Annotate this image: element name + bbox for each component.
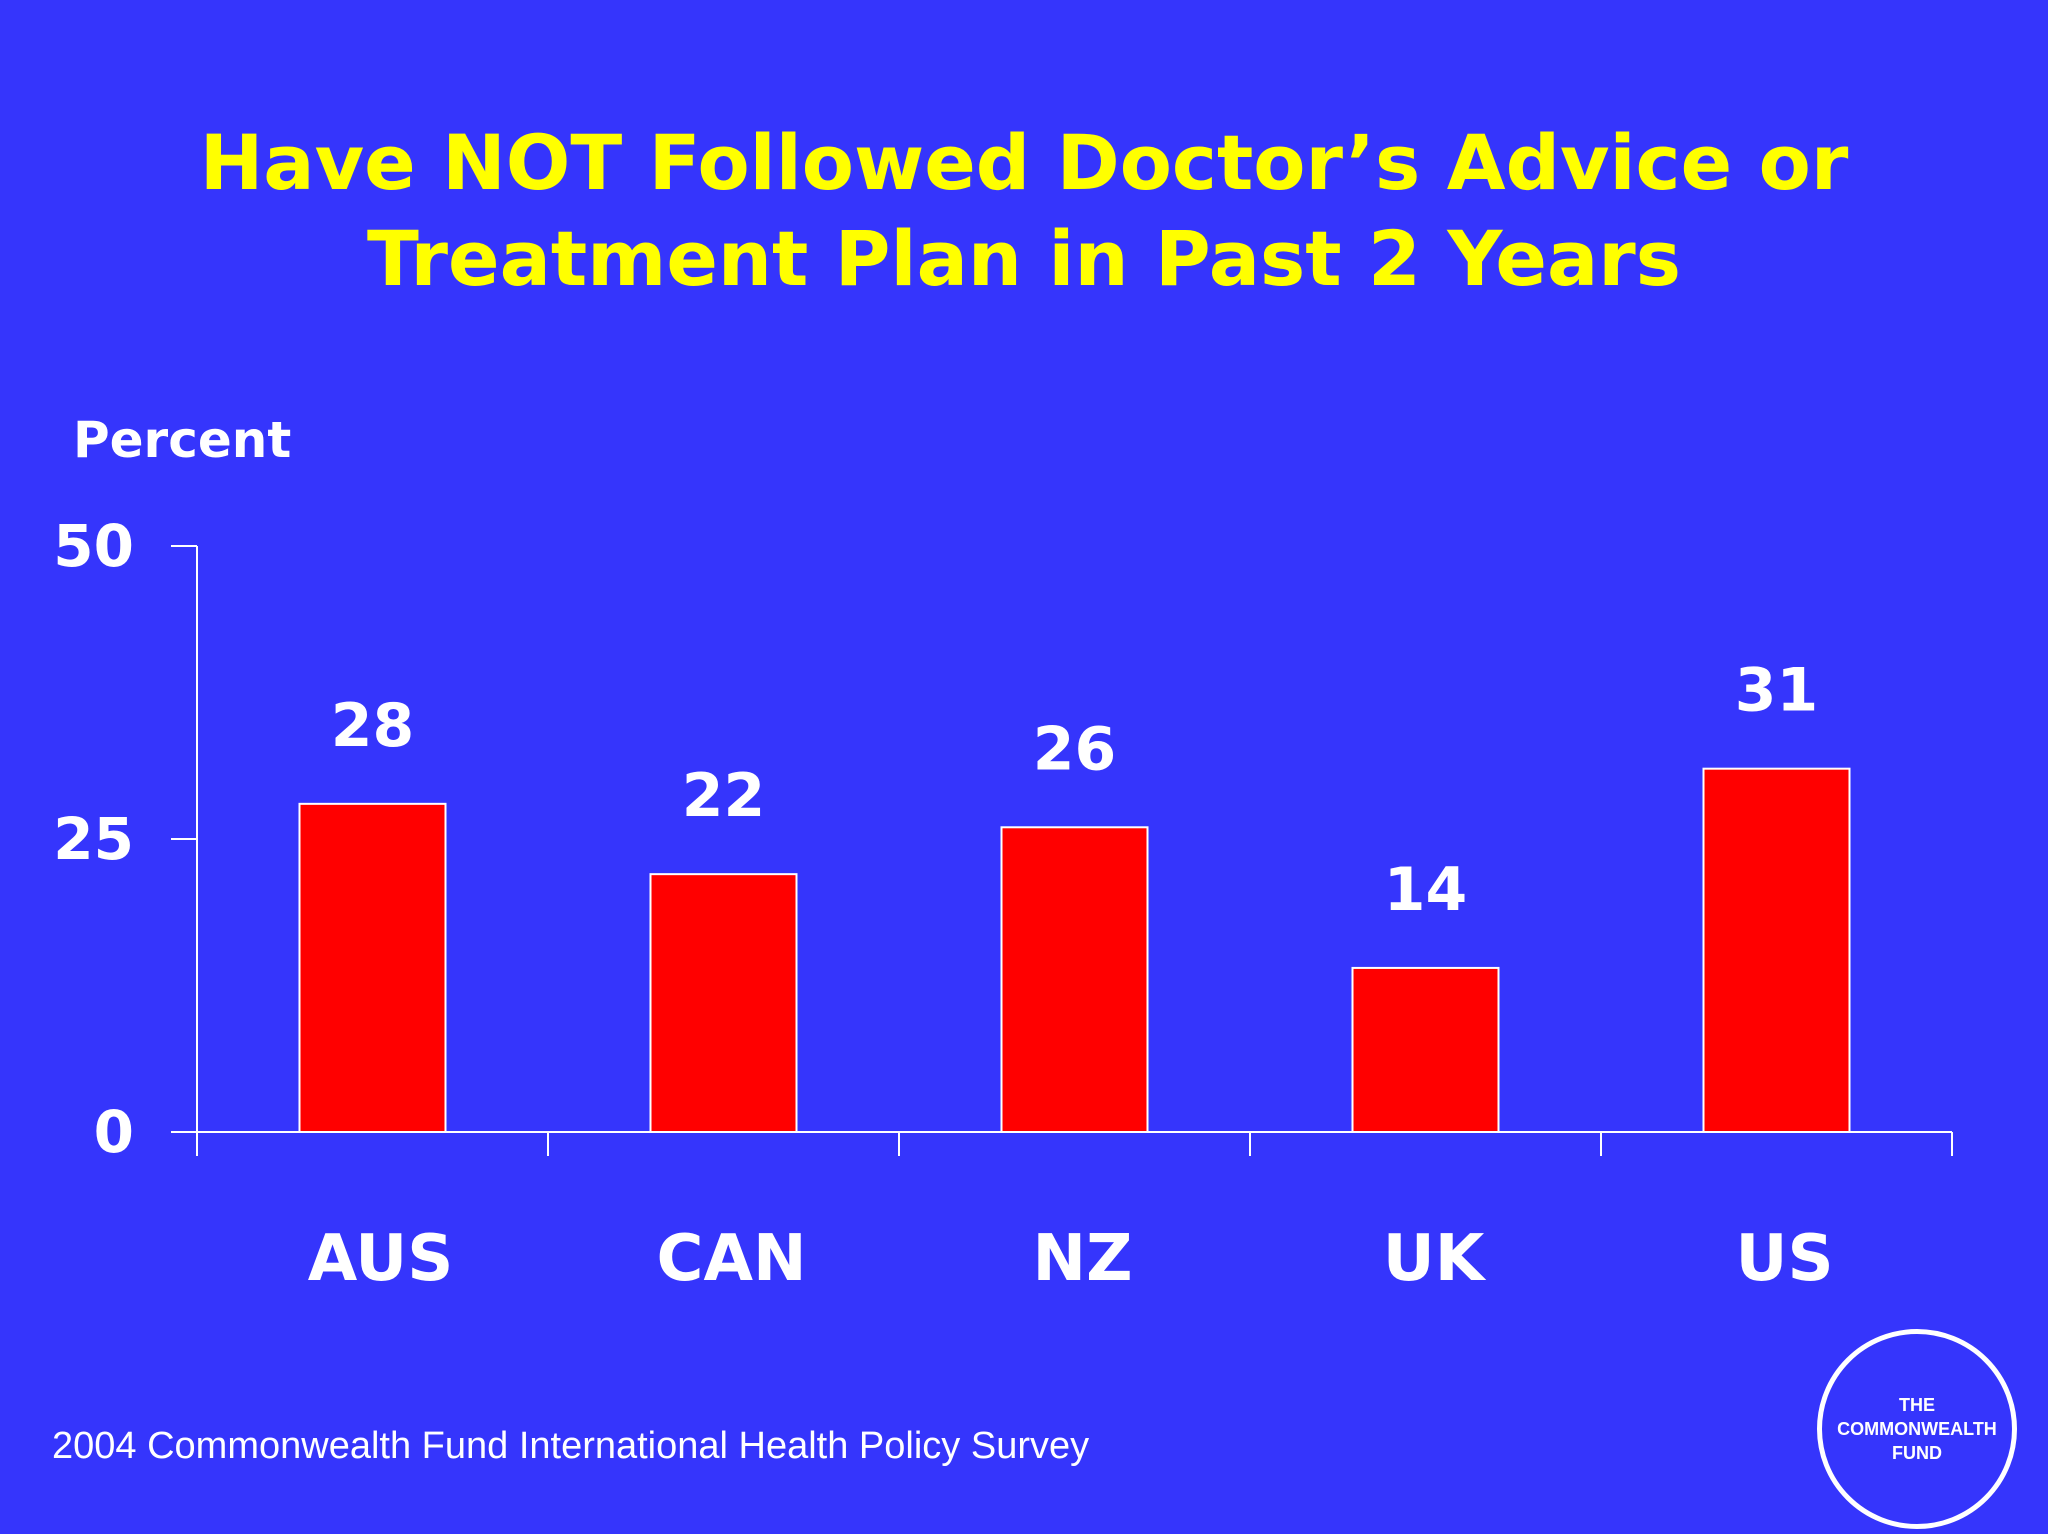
data-labels: 28 22 26 14 31 (331, 656, 1819, 925)
chart-title-line-1: Have NOT Followed Doctor’s Advice or (199, 118, 1849, 207)
commonwealth-fund-logo: THE COMMONWEALTH FUND (1817, 1329, 2017, 1529)
bar-can (649, 873, 798, 1133)
logo-line-3: FUND (1892, 1443, 1942, 1463)
bar-nz (1000, 826, 1149, 1134)
bars (298, 767, 1851, 1134)
bar-uk (1351, 966, 1500, 1133)
category-label-can: CAN (656, 1222, 806, 1296)
category-label-nz: NZ (1033, 1222, 1133, 1296)
y-axis-label: Percent (73, 411, 291, 469)
logo-line-1: THE (1899, 1395, 1935, 1415)
logo-line-2: COMMONWEALTH (1837, 1419, 1997, 1439)
chart-title-line-2: Treatment Plan in Past 2 Years (367, 214, 1681, 303)
bar-aus (298, 802, 447, 1134)
y-axis: 0 25 50 (53, 512, 198, 1166)
data-label-nz: 26 (1033, 714, 1117, 784)
category-label-uk: UK (1383, 1222, 1487, 1296)
y-tick-label: 25 (53, 805, 134, 873)
data-label-us: 31 (1735, 656, 1819, 726)
source-footnote: 2004 Commonwealth Fund International Hea… (52, 1425, 1090, 1467)
data-label-aus: 28 (331, 691, 415, 761)
category-labels: AUS CAN NZ UK US (308, 1222, 1834, 1296)
y-tick-label: 0 (94, 1098, 134, 1166)
category-label-us: US (1735, 1222, 1833, 1296)
data-label-can: 22 (682, 761, 766, 831)
category-label-aus: AUS (308, 1222, 454, 1296)
x-axis (196, 1131, 1953, 1156)
data-label-uk: 14 (1384, 855, 1468, 925)
chart-title: Have NOT Followed Doctor’s Advice or Tre… (0, 115, 2048, 307)
bar-us (1702, 767, 1851, 1133)
y-tick-label: 50 (53, 512, 134, 580)
